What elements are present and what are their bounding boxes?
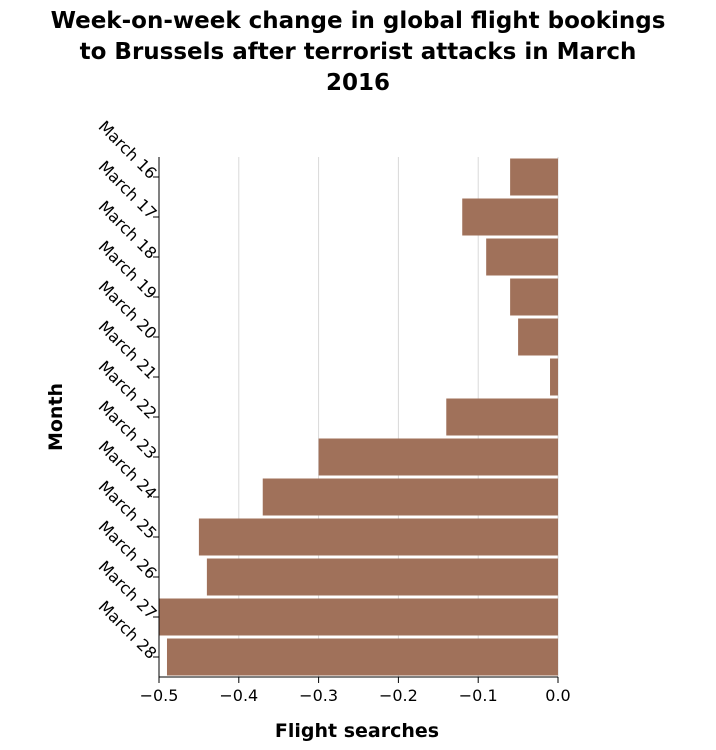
bar-march-18: [486, 238, 558, 276]
bar-march-23: [318, 438, 558, 476]
x-tick-label: −0.3: [299, 686, 338, 705]
x-axis-title: Flight searches: [275, 720, 439, 742]
chart-title-line-3: 2016: [326, 70, 390, 96]
x-tick-label: −0.4: [219, 686, 258, 705]
bar-march-22: [446, 398, 558, 436]
x-tick-label: 0.0: [545, 686, 570, 705]
x-tick-label: −0.5: [140, 686, 179, 705]
chart-title-line-2: to Brussels after terrorist attacks in M…: [80, 39, 637, 65]
bar-march-24: [262, 478, 558, 516]
chart-title-line-1: Week-on-week change in global flight boo…: [51, 8, 666, 34]
bars: [159, 158, 559, 676]
bar-march-16: [510, 158, 558, 196]
x-tick-label: −0.2: [379, 686, 418, 705]
bar-march-25: [198, 518, 558, 556]
bar-march-19: [510, 278, 558, 316]
x-tick-label: −0.1: [459, 686, 498, 705]
bar-march-28: [166, 638, 559, 676]
bar-march-21: [550, 358, 558, 396]
bar-march-20: [518, 318, 558, 356]
bar-march-17: [462, 198, 558, 236]
chart-title: Week-on-week change in global flight boo…: [51, 8, 666, 96]
bar-march-26: [206, 558, 558, 596]
bar-march-27: [159, 598, 558, 636]
y-axis-title: Month: [45, 383, 67, 451]
